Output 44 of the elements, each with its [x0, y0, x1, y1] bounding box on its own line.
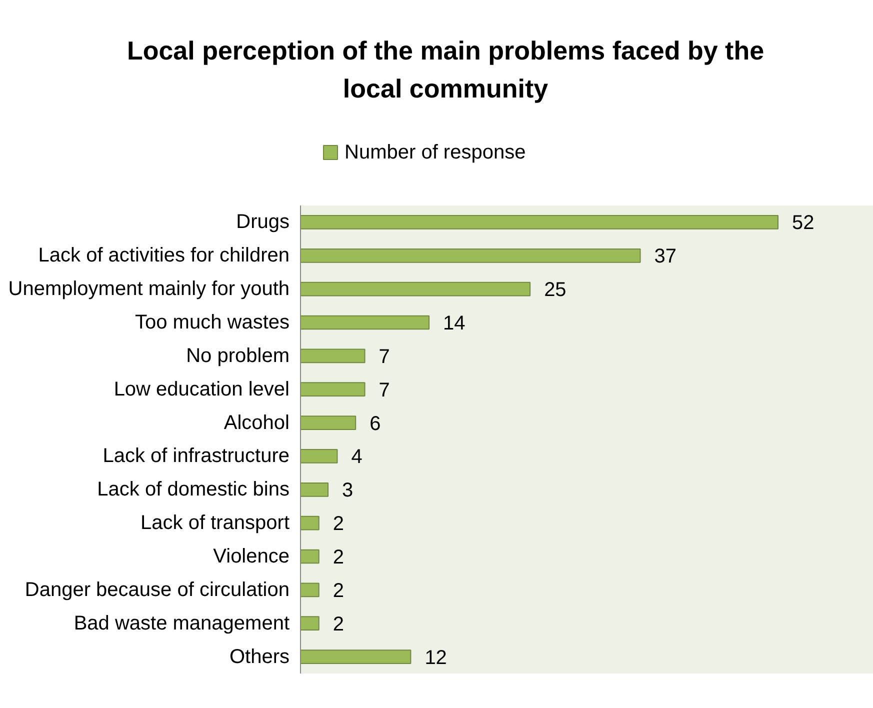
- data-label: 7: [378, 379, 390, 402]
- data-label: 2: [332, 580, 344, 602]
- data-label: 6: [370, 412, 381, 435]
- data-label: 7: [378, 346, 390, 368]
- y-tick-label: Unemployment mainly for youth: [8, 278, 290, 300]
- bar: [300, 348, 366, 364]
- bar: [300, 650, 412, 664]
- data-label: 12: [424, 646, 447, 669]
- bar: [300, 315, 430, 330]
- bar: [300, 516, 320, 530]
- y-tick-label: Lack of activities for children: [38, 244, 290, 267]
- y-tick-label: Drugs: [236, 211, 290, 234]
- data-label: 3: [342, 480, 354, 502]
- y-tick-label: Lack of transport: [140, 512, 290, 534]
- y-tick-label: Lack of domestic bins: [97, 478, 290, 501]
- data-label: 2: [332, 613, 344, 636]
- bar: [300, 215, 778, 230]
- data-label: 2: [332, 546, 344, 568]
- data-label: 4: [351, 446, 362, 468]
- y-tick-label: No problem: [186, 344, 290, 367]
- data-label: 25: [544, 279, 566, 302]
- data-label: 37: [654, 246, 677, 268]
- bar: [300, 616, 320, 631]
- bar: [300, 248, 641, 263]
- data-label: 14: [443, 312, 466, 334]
- bar: [300, 482, 329, 497]
- y-tick-label: Bad waste management: [74, 612, 290, 634]
- y-tick-label: Others: [229, 646, 290, 668]
- y-tick-label: Lack of infrastructure: [102, 445, 290, 468]
- bar: [300, 449, 338, 464]
- y-tick-label: Danger because of circulation: [24, 578, 290, 601]
- bar: [300, 549, 320, 564]
- y-tick-label: Too much wastes: [134, 312, 290, 334]
- legend-label: Number of response: [344, 142, 526, 164]
- data-label: 2: [332, 513, 344, 536]
- chart-title: Local perception of the main problems faced by the local community: [126, 36, 764, 104]
- bar: [300, 282, 531, 296]
- data-label: 52: [792, 212, 814, 234]
- y-tick-label: Violence: [213, 546, 290, 568]
- y-tick-label: Alcohol: [224, 412, 290, 434]
- bar: [300, 416, 356, 430]
- bar: [300, 382, 366, 397]
- y-tick-label: Low education level: [114, 378, 290, 400]
- bar: [300, 582, 320, 598]
